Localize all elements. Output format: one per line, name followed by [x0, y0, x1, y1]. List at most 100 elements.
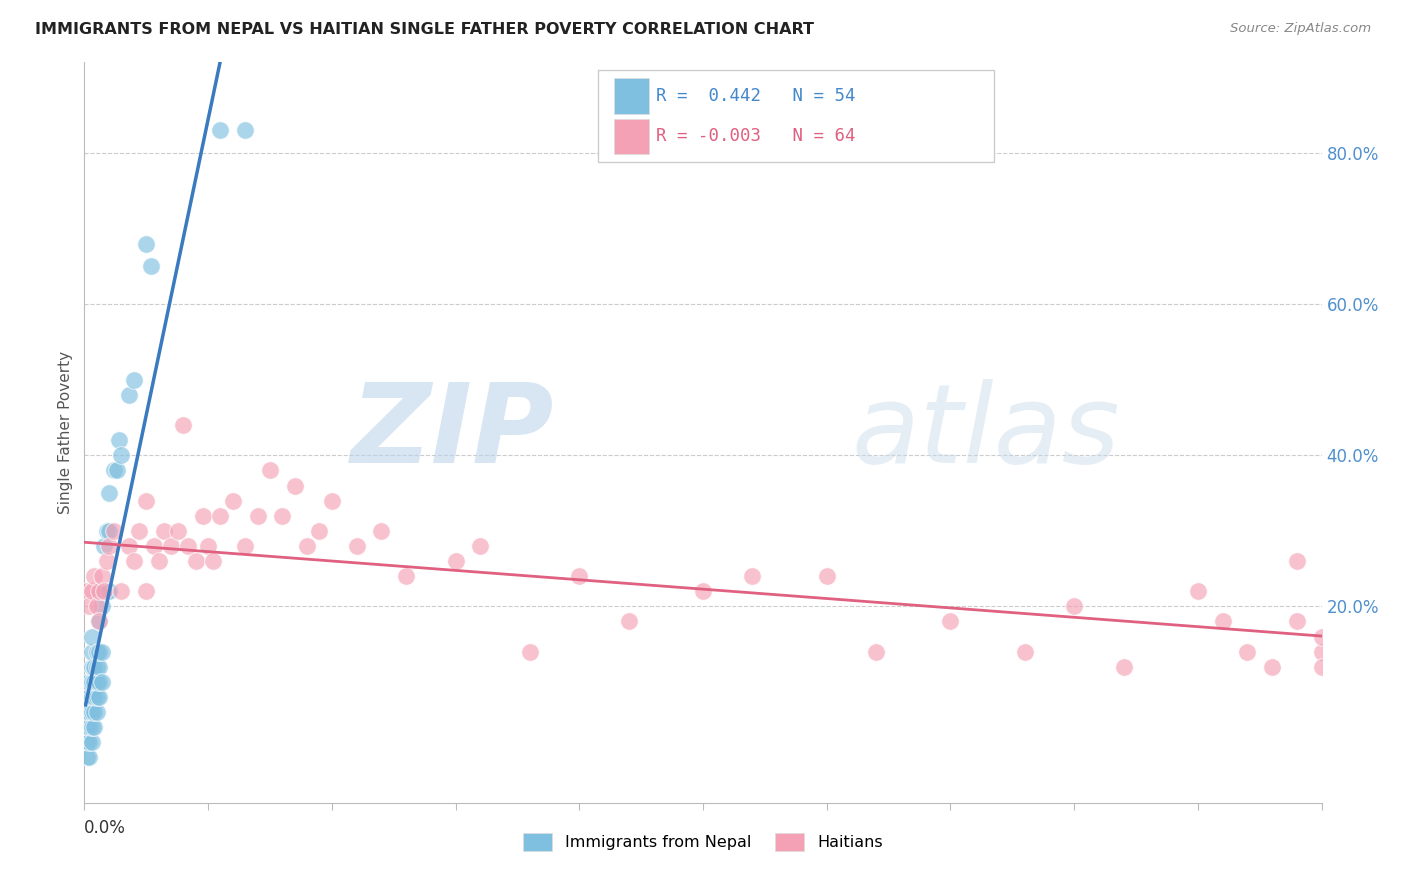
Point — [395, 569, 418, 583]
Point — [519, 645, 541, 659]
Point — [80, 660, 103, 674]
Point — [86, 690, 108, 704]
Point — [80, 705, 103, 719]
Point — [1236, 645, 1258, 659]
Point — [122, 554, 145, 568]
Point — [98, 486, 121, 500]
Point — [79, 690, 101, 704]
Point — [246, 508, 269, 523]
Point — [160, 539, 183, 553]
Point — [105, 463, 128, 477]
Point — [76, 750, 98, 764]
Point — [233, 539, 256, 553]
Point — [80, 674, 103, 689]
Point — [1112, 660, 1135, 674]
Point — [86, 705, 108, 719]
Point — [370, 524, 392, 538]
Point — [79, 705, 101, 719]
Point — [617, 615, 640, 629]
Point — [98, 524, 121, 538]
Point — [83, 720, 105, 734]
Point — [209, 123, 232, 137]
Point — [1063, 599, 1085, 614]
Point — [93, 584, 115, 599]
Point — [79, 674, 101, 689]
Point — [321, 493, 343, 508]
Point — [86, 674, 108, 689]
Point — [259, 463, 281, 477]
Point — [90, 645, 112, 659]
Point — [128, 524, 150, 538]
Point — [79, 750, 101, 764]
Y-axis label: Single Father Poverty: Single Father Poverty — [58, 351, 73, 514]
Point — [1310, 660, 1333, 674]
Point — [271, 508, 294, 523]
FancyBboxPatch shape — [614, 78, 648, 113]
Point — [83, 660, 105, 674]
Point — [233, 123, 256, 137]
Point — [103, 524, 125, 538]
Point — [222, 493, 245, 508]
Point — [83, 569, 105, 583]
Point — [80, 584, 103, 599]
FancyBboxPatch shape — [598, 70, 994, 162]
Point — [103, 463, 125, 477]
Text: ZIP: ZIP — [352, 379, 554, 486]
Text: atlas: atlas — [852, 379, 1121, 486]
Point — [110, 584, 132, 599]
Point — [1261, 660, 1284, 674]
Point — [177, 539, 200, 553]
Point — [135, 584, 157, 599]
Point — [167, 524, 190, 538]
Point — [939, 615, 962, 629]
Point — [741, 569, 763, 583]
Point — [148, 554, 170, 568]
Point — [89, 584, 111, 599]
Point — [135, 493, 157, 508]
Point — [76, 720, 98, 734]
Text: R =  0.442   N = 54: R = 0.442 N = 54 — [657, 87, 855, 104]
Point — [1310, 645, 1333, 659]
Point — [80, 630, 103, 644]
Point — [89, 690, 111, 704]
Point — [89, 615, 111, 629]
Point — [76, 690, 98, 704]
Point — [96, 524, 118, 538]
Point — [1285, 615, 1308, 629]
Point — [1212, 615, 1234, 629]
Point — [141, 260, 163, 274]
Point — [93, 539, 115, 553]
Point — [444, 554, 467, 568]
Point — [98, 584, 121, 599]
Point — [118, 388, 141, 402]
Point — [80, 735, 103, 749]
Text: Source: ZipAtlas.com: Source: ZipAtlas.com — [1230, 22, 1371, 36]
Point — [142, 539, 165, 553]
Point — [568, 569, 591, 583]
Point — [89, 674, 111, 689]
Point — [86, 645, 108, 659]
Point — [79, 599, 101, 614]
Point — [284, 478, 307, 492]
Point — [815, 569, 838, 583]
Point — [202, 554, 225, 568]
Point — [89, 660, 111, 674]
Point — [308, 524, 330, 538]
Point — [90, 569, 112, 583]
Text: IMMIGRANTS FROM NEPAL VS HAITIAN SINGLE FATHER POVERTY CORRELATION CHART: IMMIGRANTS FROM NEPAL VS HAITIAN SINGLE … — [35, 22, 814, 37]
Point — [86, 660, 108, 674]
Point — [83, 674, 105, 689]
Point — [1310, 630, 1333, 644]
Point — [93, 584, 115, 599]
Point — [79, 720, 101, 734]
Point — [865, 645, 887, 659]
Point — [89, 645, 111, 659]
Legend: Immigrants from Nepal, Haitians: Immigrants from Nepal, Haitians — [517, 827, 889, 858]
Point — [86, 599, 108, 614]
Point — [1014, 645, 1036, 659]
Point — [1187, 584, 1209, 599]
Point — [692, 584, 714, 599]
Point — [1285, 554, 1308, 568]
Point — [76, 705, 98, 719]
Point — [96, 554, 118, 568]
